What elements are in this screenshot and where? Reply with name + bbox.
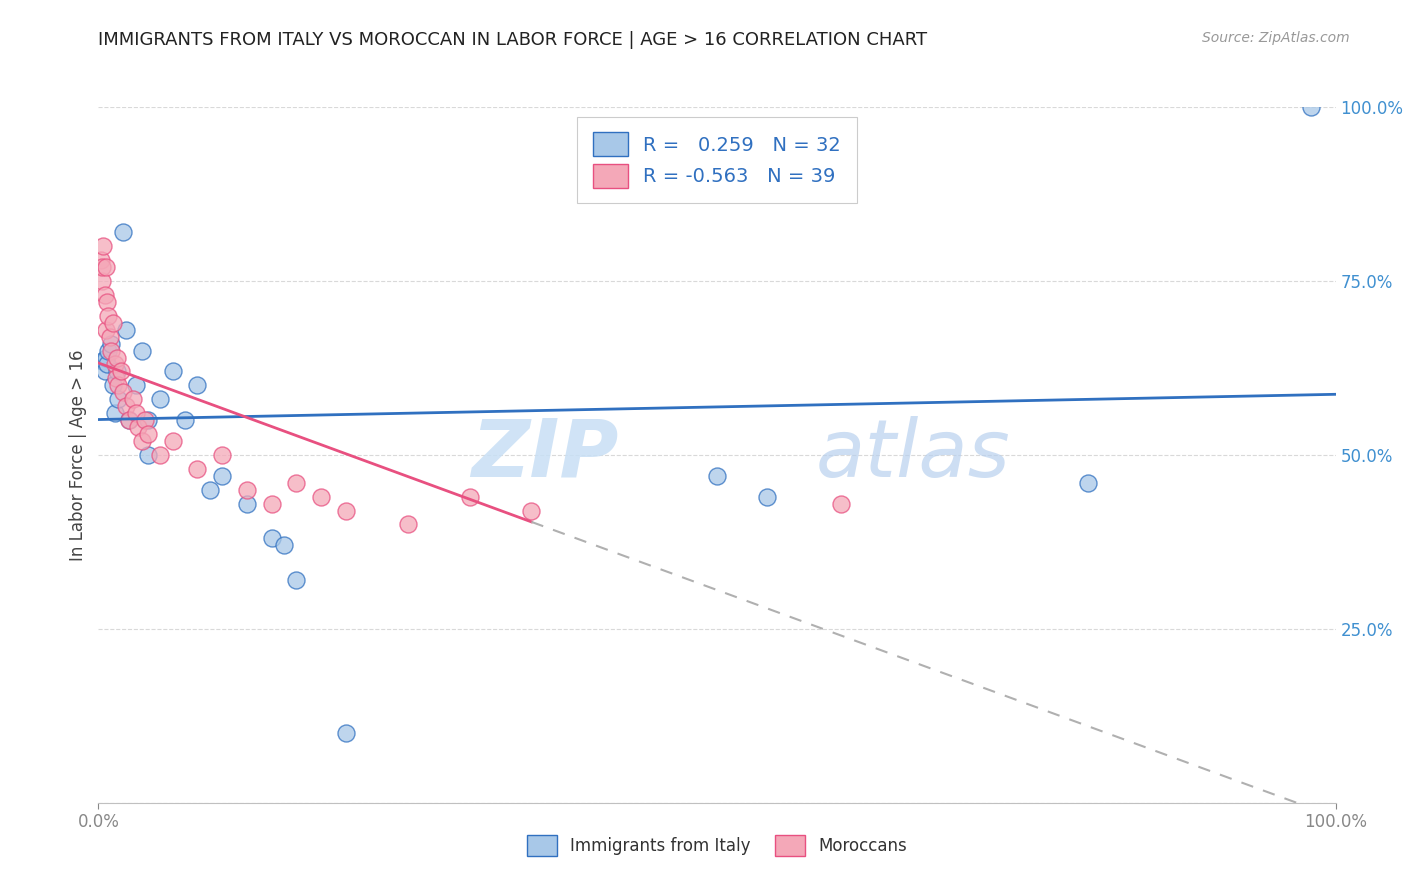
Point	[136, 448, 159, 462]
Point	[335, 503, 357, 517]
Point	[105, 364, 128, 378]
Point	[97, 343, 120, 358]
Point	[285, 573, 308, 587]
Text: ZIP: ZIP	[471, 416, 619, 494]
Point	[93, 239, 115, 253]
Point	[93, 288, 115, 302]
Point	[118, 413, 141, 427]
Point	[127, 420, 149, 434]
Point	[105, 351, 128, 365]
Point	[98, 329, 121, 343]
Point	[91, 260, 114, 274]
Point	[162, 364, 184, 378]
Point	[107, 392, 129, 407]
Point	[149, 448, 172, 462]
Point	[90, 253, 112, 268]
Point	[211, 448, 233, 462]
Point	[114, 399, 136, 413]
Point	[96, 358, 118, 372]
Point	[131, 343, 153, 358]
Point	[520, 503, 543, 517]
Point	[94, 323, 117, 337]
Point	[100, 343, 122, 358]
Text: IMMIGRANTS FROM ITALY VS MOROCCAN IN LABOR FORCE | AGE > 16 CORRELATION CHART: IMMIGRANTS FROM ITALY VS MOROCCAN IN LAB…	[98, 31, 928, 49]
Point	[91, 274, 114, 288]
Point	[136, 413, 159, 427]
Point	[162, 434, 184, 448]
Point	[91, 354, 114, 368]
Point	[260, 497, 283, 511]
Point	[122, 392, 145, 407]
Point	[124, 406, 146, 420]
Point	[1299, 100, 1322, 114]
Point	[96, 294, 118, 309]
Point	[103, 316, 125, 330]
Point	[755, 490, 778, 504]
Point	[396, 517, 419, 532]
Point	[198, 483, 221, 497]
Point	[107, 378, 129, 392]
Point	[134, 413, 156, 427]
Point	[236, 483, 259, 497]
Point	[211, 468, 233, 483]
Point	[124, 378, 146, 392]
Point	[273, 538, 295, 552]
Point	[93, 364, 115, 378]
Text: Source: ZipAtlas.com: Source: ZipAtlas.com	[1202, 31, 1350, 45]
Text: atlas: atlas	[815, 416, 1011, 494]
Point	[458, 490, 481, 504]
Point	[100, 336, 122, 351]
Point	[186, 378, 208, 392]
Point	[706, 468, 728, 483]
Point	[131, 434, 153, 448]
Point	[136, 427, 159, 442]
Point	[309, 490, 332, 504]
Point	[174, 413, 197, 427]
Legend: Immigrants from Italy, Moroccans: Immigrants from Italy, Moroccans	[519, 827, 915, 864]
Point	[149, 392, 172, 407]
Point	[236, 497, 259, 511]
Point	[335, 726, 357, 740]
Point	[97, 309, 120, 323]
Point	[114, 323, 136, 337]
Point	[260, 532, 283, 546]
Point	[103, 406, 125, 420]
Point	[186, 462, 208, 476]
Point	[104, 371, 127, 385]
Point	[110, 364, 132, 378]
Point	[94, 260, 117, 274]
Point	[112, 225, 135, 239]
Point	[830, 497, 852, 511]
Y-axis label: In Labor Force | Age > 16: In Labor Force | Age > 16	[69, 349, 87, 561]
Point	[94, 351, 117, 365]
Point	[285, 475, 308, 490]
Point	[112, 385, 135, 400]
Point	[118, 413, 141, 427]
Point	[103, 358, 125, 372]
Point	[103, 378, 125, 392]
Point	[1077, 475, 1099, 490]
